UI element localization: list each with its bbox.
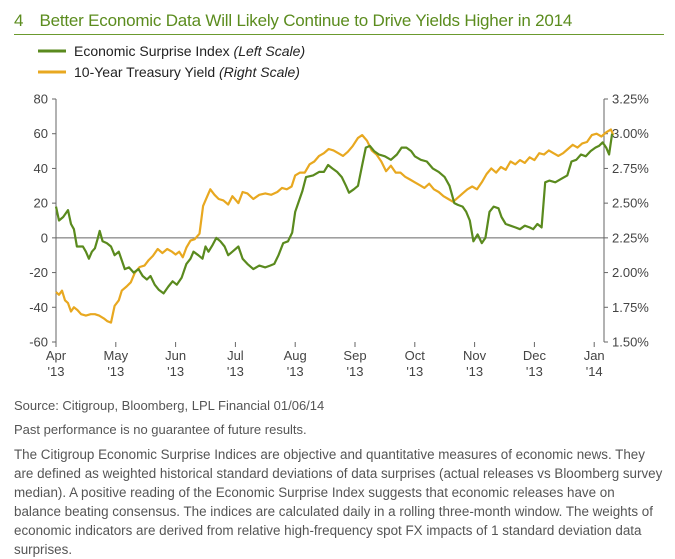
line-chart: Economic Surprise Index (Left Scale) 10-Y… [29, 43, 649, 379]
left-axis-tick-label: -60 [29, 335, 48, 350]
x-axis-year-label: '13 [107, 364, 124, 379]
x-axis-month-label: Jan [584, 348, 605, 363]
disclaimer-note: Past performance is no guarantee of futu… [14, 422, 307, 437]
series-line-economic-surprise-index [54, 133, 614, 295]
figure-header: 4 Better Economic Data Will Likely Conti… [14, 8, 664, 35]
left-axis-tick-label: 40 [34, 161, 48, 176]
x-axis-month-label: Sep [343, 348, 366, 363]
x-axis-month-label: May [104, 348, 129, 363]
right-axis-tick-label: 2.00% [612, 265, 649, 280]
left-axis-tick-label: 0 [41, 230, 48, 245]
x-axis-year-label: '13 [466, 364, 483, 379]
x-axis-month-label: Dec [523, 348, 547, 363]
x-axis-year-label: '13 [406, 364, 423, 379]
x-axis-year-label: '13 [167, 364, 184, 379]
right-axis-tick-label: 2.25% [612, 230, 649, 245]
right-axis-tick-label: 1.50% [612, 335, 649, 350]
x-axis-year-label: '14 [586, 364, 603, 379]
x-axis-month-label: Oct [405, 348, 426, 363]
figure-number: 4 [14, 11, 24, 30]
left-axis-tick-label: -20 [29, 265, 48, 280]
description-paragraph: The Citigroup Economic Surprise Indices … [14, 447, 663, 557]
right-axis-tick-label: 3.25% [612, 92, 649, 107]
x-axis-year-label: '13 [287, 364, 304, 379]
right-axis-tick-label: 2.75% [612, 161, 649, 176]
right-axis-tick-label: 1.75% [612, 300, 649, 315]
x-axis-year-label: '13 [347, 364, 364, 379]
x-axis-month-label: Nov [463, 348, 487, 363]
legend-label-yield: 10-Year Treasury Yield (Right Scale) [74, 64, 300, 80]
x-axis-year-label: '13 [48, 364, 65, 379]
left-axis-tick-label: 60 [34, 126, 48, 141]
x-axis-year-label: '13 [526, 364, 543, 379]
left-axis-tick-label: -40 [29, 300, 48, 315]
x-axis-month-label: Jul [227, 348, 244, 363]
source-note: Source: Citigroup, Bloomberg, LPL Financ… [14, 398, 325, 413]
left-axis-tick-label: 20 [34, 196, 48, 211]
figure-title: Better Economic Data Will Likely Continu… [39, 11, 573, 30]
legend-label-esi: Economic Surprise Index (Left Scale) [74, 43, 305, 59]
x-axis-month-label: Apr [46, 348, 67, 363]
x-axis-month-label: Jun [165, 348, 186, 363]
left-axis-tick-label: 80 [34, 92, 48, 107]
right-axis-tick-label: 2.50% [612, 196, 649, 211]
right-axis-tick-label: 3.00% [612, 126, 649, 141]
series-line-treasury-yield [55, 128, 615, 324]
x-axis-month-label: Aug [284, 348, 307, 363]
x-axis-year-label: '13 [227, 364, 244, 379]
